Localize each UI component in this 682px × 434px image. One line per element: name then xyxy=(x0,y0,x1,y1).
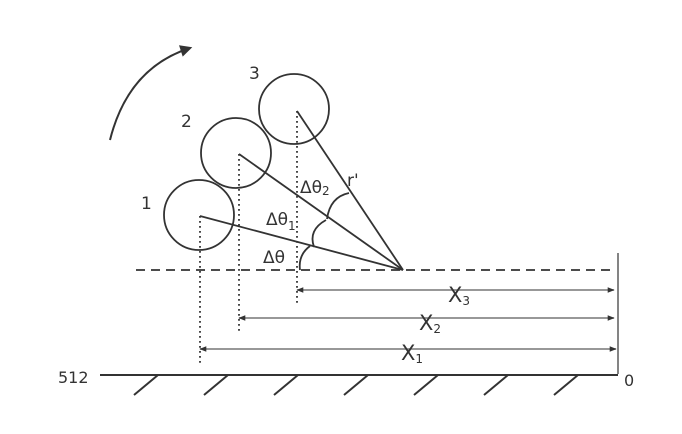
angle-label-delta-theta-1: Δθ1 xyxy=(266,210,296,233)
angle-label-delta-theta: Δθ xyxy=(263,248,285,268)
radius-line-1 xyxy=(199,215,404,271)
ball-1 xyxy=(163,179,235,251)
radius-line-2 xyxy=(238,153,404,271)
ground-hatching xyxy=(133,374,579,396)
ball-label-3: 3 xyxy=(249,64,260,84)
distance-label-x3: X3 xyxy=(448,283,470,308)
radius-line-3 xyxy=(296,110,404,271)
ball-3 xyxy=(258,73,330,145)
angle-label-delta-theta-2: Δθ2 xyxy=(300,178,330,198)
scale-label-512: 512 xyxy=(58,368,89,387)
ball-label-1: 1 xyxy=(141,194,152,214)
distance-label-x2: X2 xyxy=(419,311,441,336)
radius-label: r' xyxy=(347,171,359,191)
distance-label-x1: X1 xyxy=(401,341,423,366)
angle-arc-0 xyxy=(298,245,311,271)
scale-label-0: 0 xyxy=(624,371,634,390)
angle-arc-1 xyxy=(311,219,327,248)
rotation-arrow xyxy=(109,45,193,141)
angle-arc-2 xyxy=(326,192,350,220)
ball-2 xyxy=(200,117,272,189)
ball-label-2: 2 xyxy=(181,112,192,132)
